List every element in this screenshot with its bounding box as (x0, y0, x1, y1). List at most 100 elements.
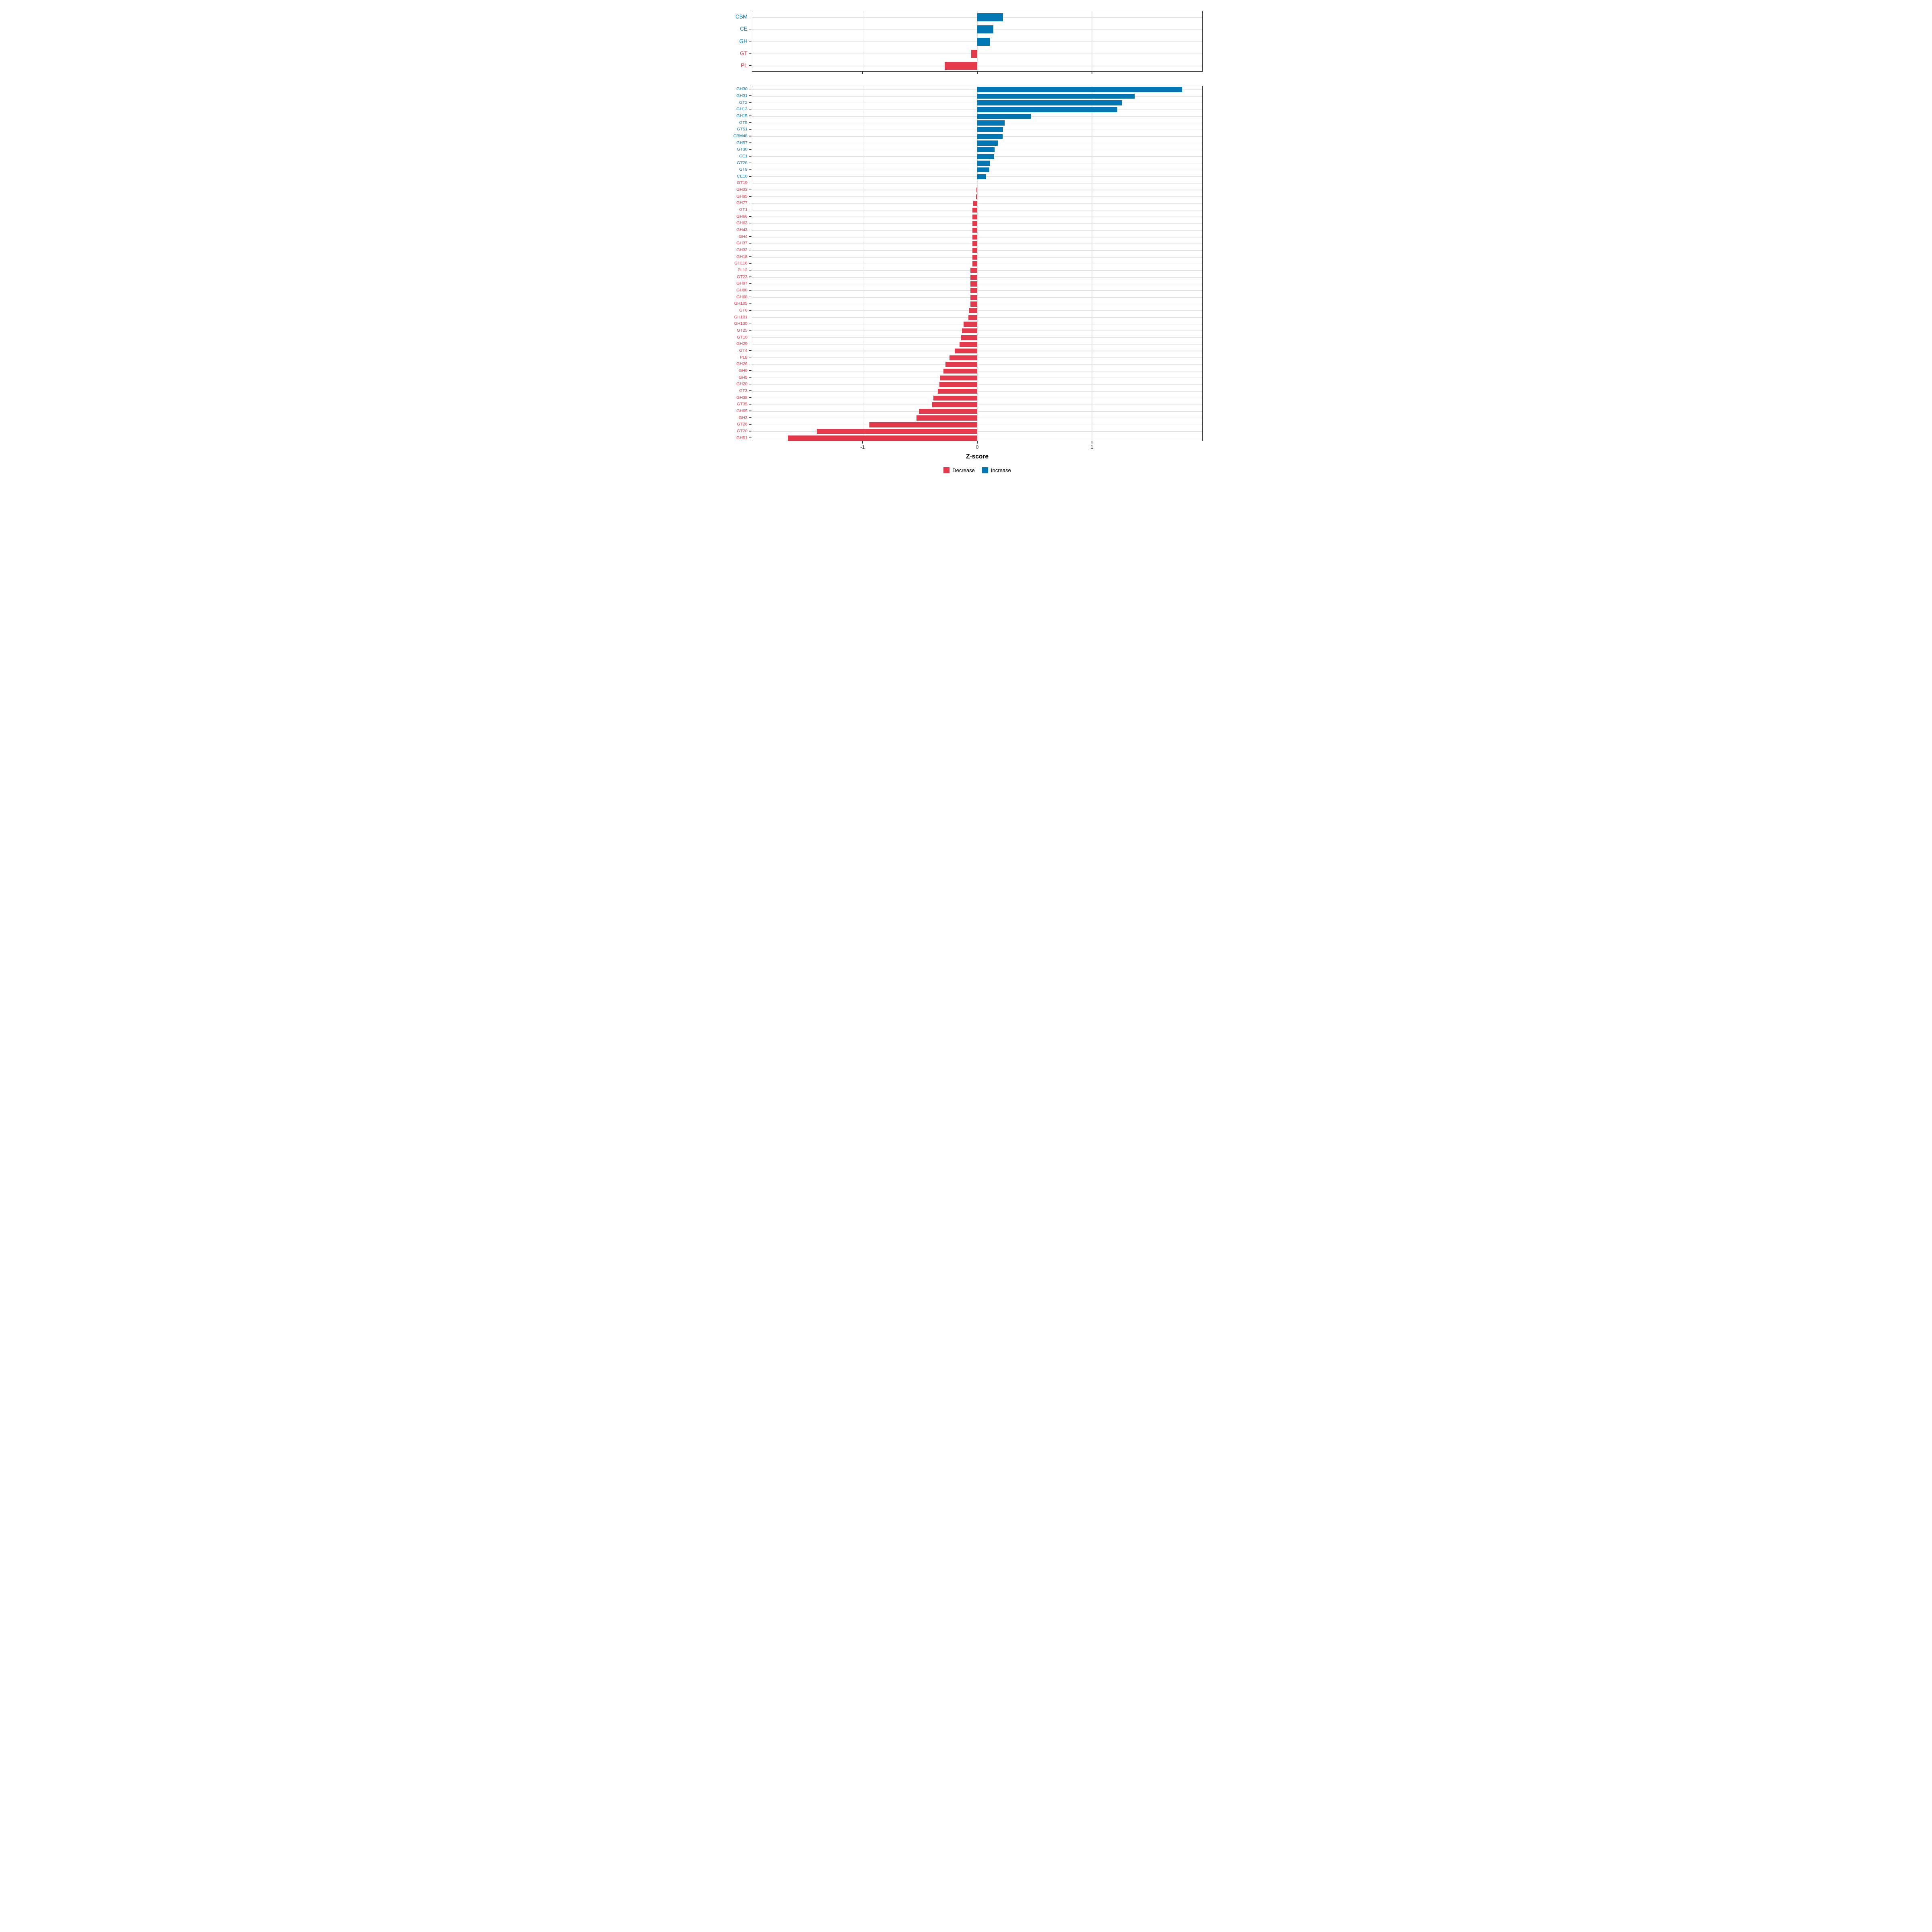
horizontal-gridline (752, 283, 1202, 285)
x-tick-label-zero: 0 (976, 444, 979, 450)
bar-GH97 (970, 281, 977, 287)
y-tick (749, 310, 751, 311)
bar-GT28 (977, 161, 990, 166)
row-label-GH130: GH130 (734, 321, 747, 326)
row-label-GH101: GH101 (734, 314, 747, 320)
bar-GT9 (977, 167, 990, 173)
horizontal-gridline (752, 317, 1202, 318)
row-label-GT25: GT25 (737, 328, 747, 333)
row-label-PL12: PL12 (737, 268, 747, 273)
bar-GH (977, 37, 990, 46)
bar-GH13 (977, 107, 1118, 112)
y-tick (749, 95, 751, 96)
row-label-GH20: GH20 (736, 382, 747, 387)
row-label-GH31: GH31 (736, 93, 747, 98)
row-label-GH30: GH30 (736, 87, 747, 92)
bar-PL (944, 62, 977, 70)
y-tick (749, 404, 751, 405)
row-label-CE1: CE1 (739, 153, 747, 159)
bar-GT26 (869, 422, 977, 427)
bar-GH66 (972, 214, 977, 220)
bar-GH26 (945, 362, 977, 367)
bar-GT4 (955, 348, 977, 354)
horizontal-gridline (752, 324, 1202, 325)
row-label-GH32: GH32 (736, 248, 747, 253)
row-label-GH38: GH38 (736, 395, 747, 400)
bar-GH32 (972, 248, 977, 253)
bar-GH38 (933, 395, 977, 400)
y-tick (749, 236, 751, 237)
row-label-GH51: GH51 (736, 435, 747, 440)
row-label-GH77: GH77 (736, 200, 747, 206)
row-label-GH68: GH68 (736, 294, 747, 299)
horizontal-gridline (752, 290, 1202, 291)
bar-GT5 (977, 120, 1005, 126)
y-tick (749, 390, 751, 391)
bar-GH65 (919, 409, 977, 414)
bar-GH29 (959, 342, 977, 347)
horizontal-gridline (752, 417, 1202, 419)
row-label-GH15: GH15 (736, 113, 747, 118)
bar-GH88 (970, 288, 977, 293)
row-label-PL8: PL8 (740, 355, 747, 360)
bar-CE1 (977, 154, 994, 159)
row-label-GT26: GT26 (737, 422, 747, 427)
row-label-GH5: GH5 (739, 375, 747, 380)
row-label-GH13: GH13 (736, 107, 747, 112)
horizontal-gridline (752, 270, 1202, 271)
row-label-GH26: GH26 (736, 361, 747, 367)
bar-GH130 (964, 322, 977, 327)
bar-GH51 (788, 436, 977, 441)
horizontal-gridline (752, 303, 1202, 305)
horizontal-gridline (752, 391, 1202, 392)
top-panel-families (752, 11, 1203, 72)
row-label-GT9: GT9 (739, 167, 747, 172)
bar-GT (971, 50, 977, 58)
bar-GT30 (977, 147, 995, 153)
y-tick (749, 350, 751, 351)
row-label-GT10: GT10 (737, 334, 747, 340)
row-label-PL: PL (741, 62, 747, 69)
horizontal-gridline (752, 337, 1202, 338)
legend-swatch-decrease (943, 467, 950, 473)
y-tick (749, 424, 751, 425)
row-label-GH95: GH95 (736, 194, 747, 199)
vertical-gridline (863, 11, 864, 71)
row-label-GH97: GH97 (736, 281, 747, 286)
horizontal-gridline (752, 277, 1202, 278)
legend-item-increase: Increase (982, 467, 1011, 473)
x-tick (862, 72, 863, 74)
bar-GT35 (932, 402, 977, 407)
legend-label-increase: Increase (991, 467, 1011, 473)
bar-GH30 (977, 87, 1182, 92)
bar-GH37 (972, 241, 977, 246)
bar-GH101 (968, 315, 977, 320)
bar-GH18 (972, 254, 977, 260)
row-label-GT19: GT19 (737, 180, 747, 186)
y-tick (749, 122, 751, 123)
horizontal-gridline (752, 230, 1202, 231)
y-tick (749, 256, 751, 257)
x-tick-label-plus1: 1 (1090, 444, 1094, 450)
horizontal-gridline (752, 371, 1202, 372)
y-tick (749, 283, 751, 284)
bar-GT23 (970, 275, 977, 280)
row-label-GT6: GT6 (739, 308, 747, 313)
bar-GH31 (977, 93, 1135, 99)
row-label-GT: GT (740, 50, 747, 56)
legend-label-decrease: Decrease (952, 467, 975, 473)
bottom-panel-cazy-subfamilies (752, 86, 1203, 441)
horizontal-gridline (752, 431, 1202, 432)
y-tick (749, 370, 751, 371)
bar-CBM48 (977, 134, 1003, 139)
y-tick (749, 216, 751, 217)
bar-GH5 (939, 375, 977, 380)
horizontal-gridline (752, 364, 1202, 365)
bar-CE (977, 25, 993, 34)
row-label-GT30: GT30 (737, 147, 747, 152)
row-label-GH116: GH116 (734, 261, 748, 266)
bar-PL12 (970, 268, 977, 273)
row-label-GH88: GH88 (736, 288, 747, 293)
horizontal-gridline (752, 196, 1202, 197)
horizontal-gridline (752, 183, 1202, 184)
